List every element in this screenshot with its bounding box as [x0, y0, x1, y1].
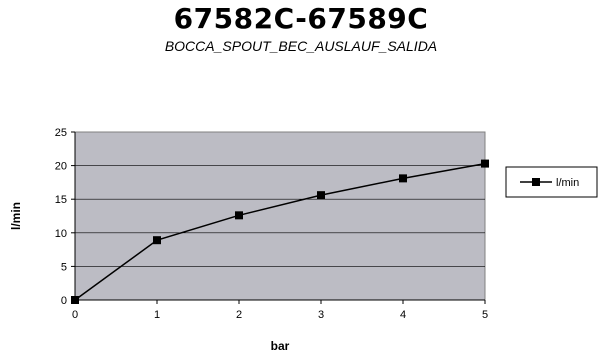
- y-tick-label: 15: [55, 194, 67, 206]
- series-line: [74, 162, 486, 301]
- data-point: [71, 296, 79, 304]
- y-tick-label: 20: [55, 161, 67, 173]
- chart-title: 67582C-67589C: [173, 2, 429, 35]
- y-axis-label: l/min: [9, 202, 23, 230]
- legend-marker: [532, 178, 540, 186]
- y-tick-label: 5: [61, 261, 67, 273]
- x-tick-label: 0: [72, 309, 78, 321]
- data-point: [399, 174, 407, 183]
- y-tick-label: 10: [55, 228, 67, 240]
- legend-label: l/min: [556, 177, 579, 189]
- y-tick-label: 0: [61, 295, 67, 307]
- data-point: [153, 236, 161, 245]
- y-tick-label: 25: [55, 127, 67, 139]
- data-point: [481, 159, 489, 168]
- data-point: [317, 191, 325, 200]
- x-tick-label: 5: [482, 309, 488, 321]
- x-axis-label: bar: [271, 339, 290, 353]
- x-tick-label: 3: [318, 309, 324, 321]
- x-tick-label: 1: [154, 309, 160, 321]
- x-tick-label: 2: [236, 309, 242, 321]
- data-point: [235, 211, 243, 220]
- x-tick-label: 4: [400, 309, 406, 321]
- chart-subtitle: BOCCA_SPOUT_BEC_AUSLAUF_SALIDA: [164, 38, 438, 54]
- plot-area: [74, 131, 486, 301]
